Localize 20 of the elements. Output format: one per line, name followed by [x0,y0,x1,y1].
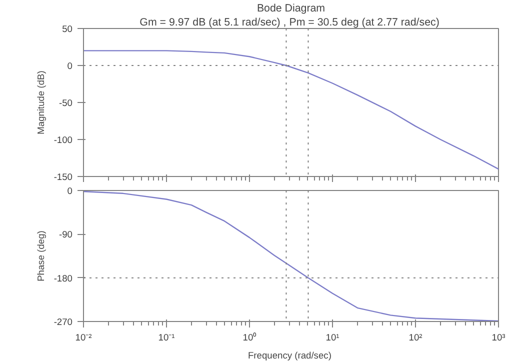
chart-title: Bode Diagram [256,2,326,14]
y-axis-title: Phase (deg) [36,230,46,282]
x-tick-label: 10³ [492,332,506,342]
chart-subtitle: Gm = 9.97 dB (at 5.1 rad/sec) , Pm = 30.5 deg (at 2.77 rad/sec) [140,16,440,28]
x-tick-label: 10⁻² [75,332,92,342]
x-tick-label: 10⁰ [242,332,258,342]
y-tick-label: -50 [59,98,72,108]
x-tick-label: 10⁻¹ [158,332,175,342]
x-axis-title: Frequency (rad/sec) [248,350,332,360]
y-tick-label: 0 [67,186,73,196]
y-tick-label: -270 [54,317,72,327]
y-tick-label: 50 [62,24,73,34]
y-tick-label: -100 [54,135,72,145]
y-tick-label: 0 [67,61,73,71]
y-tick-label: -90 [59,230,72,240]
y-axis-title: Magnitude (dB) [36,70,46,134]
y-tick-label: -180 [54,273,72,284]
y-tick-label: -150 [54,172,72,182]
x-tick-label: 10¹ [326,332,340,342]
x-tick-label: 10² [408,332,422,342]
